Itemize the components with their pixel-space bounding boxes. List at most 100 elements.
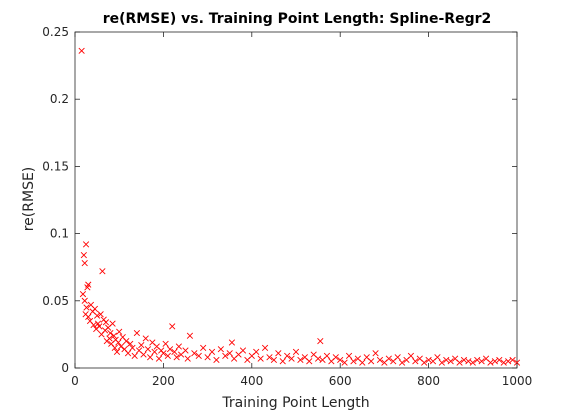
data-point: [117, 343, 125, 350]
data-point: [124, 350, 132, 357]
data-point: [500, 359, 507, 366]
data-point: [478, 358, 485, 365]
data-point: [133, 329, 140, 337]
data-point: [171, 348, 178, 355]
data-point: [169, 323, 176, 330]
data-point: [509, 356, 516, 364]
data-point: [487, 359, 494, 366]
data-point: [412, 358, 419, 365]
data-point: [208, 348, 216, 355]
data-point: [97, 311, 104, 318]
data-point: [222, 352, 229, 360]
data-point: [78, 47, 85, 54]
data-point: [394, 354, 401, 361]
y-axis-label: re(RMSE): [21, 167, 37, 232]
data-point: [151, 348, 158, 355]
data-point: [460, 356, 468, 364]
data-point: [270, 356, 278, 364]
data-point: [129, 344, 136, 351]
y-tick-label: 0: [61, 361, 69, 375]
data-point: [116, 328, 123, 335]
data-point: [186, 332, 194, 339]
data-point: [142, 335, 149, 342]
data-point: [317, 338, 324, 345]
data-point: [261, 344, 269, 351]
chart-title: re(RMSE) vs. Training Point Length: Spli…: [103, 11, 492, 27]
data-point: [83, 304, 90, 311]
axis-ticks: 0 200 400 600 800 1000 0 0.05 0.1 0.15 0.2 0.25: [42, 25, 532, 388]
x-tick-label: 0: [71, 374, 79, 388]
data-point: [200, 344, 207, 351]
data-point: [275, 350, 282, 357]
data-point: [166, 346, 174, 353]
data-point: [505, 358, 512, 365]
data-point: [425, 356, 432, 364]
data-point: [79, 290, 87, 298]
data-point: [474, 356, 481, 364]
data-point: [90, 321, 97, 329]
plot-area: [74, 31, 518, 369]
data-point: [147, 354, 154, 361]
data-point: [127, 340, 134, 347]
data-point: [306, 358, 313, 365]
data-point: [465, 358, 472, 365]
data-point: [160, 350, 167, 357]
data-point: [345, 352, 353, 360]
data-point: [359, 359, 366, 366]
data-point: [253, 348, 260, 355]
x-tick-label: 400: [240, 374, 263, 388]
data-point: [96, 323, 103, 330]
data-point: [279, 358, 286, 365]
data-point: [173, 354, 180, 361]
y-tick-label: 0.2: [50, 92, 69, 106]
data-point: [385, 355, 392, 362]
data-point: [368, 358, 375, 365]
data-point: [266, 354, 273, 361]
data-point: [109, 320, 116, 327]
data-point: [288, 355, 295, 362]
data-point: [491, 358, 499, 365]
data-point: [438, 359, 445, 366]
data-point: [323, 352, 331, 360]
y-tick-label: 0.25: [42, 25, 69, 39]
data-point: [228, 339, 236, 346]
data-point: [93, 312, 101, 319]
data-point: [110, 332, 118, 339]
data-point: [138, 342, 145, 349]
data-point: [421, 359, 428, 366]
data-point: [155, 355, 163, 362]
data-point: [496, 356, 503, 364]
data-point: [434, 354, 441, 361]
data-point: [131, 352, 138, 360]
data-point: [175, 343, 182, 350]
data-point: [162, 340, 169, 347]
data-point: [191, 350, 198, 357]
data-point: [164, 352, 171, 360]
data-point: [123, 338, 130, 345]
data-point: [113, 348, 121, 355]
data-point: [204, 354, 211, 361]
data-point: [91, 305, 99, 312]
x-tick-label: 200: [152, 374, 175, 388]
data-point: [140, 351, 147, 358]
data-point: [99, 268, 106, 275]
data-point: [239, 347, 247, 354]
data-point: [292, 348, 300, 355]
data-point: [447, 358, 454, 365]
data-point: [115, 339, 122, 346]
data-point: [456, 359, 463, 366]
data-point: [195, 352, 202, 360]
data-point: [314, 355, 322, 362]
data-point: [85, 281, 92, 288]
data-point: [107, 329, 114, 337]
data-point: [332, 354, 339, 361]
data-point: [350, 358, 357, 365]
data-point: [284, 352, 291, 360]
data-point: [111, 344, 118, 351]
x-tick-label: 1000: [502, 374, 533, 388]
data-point: [106, 335, 113, 342]
data-point: [257, 355, 264, 362]
data-point: [372, 350, 379, 357]
data-point: [81, 260, 88, 267]
